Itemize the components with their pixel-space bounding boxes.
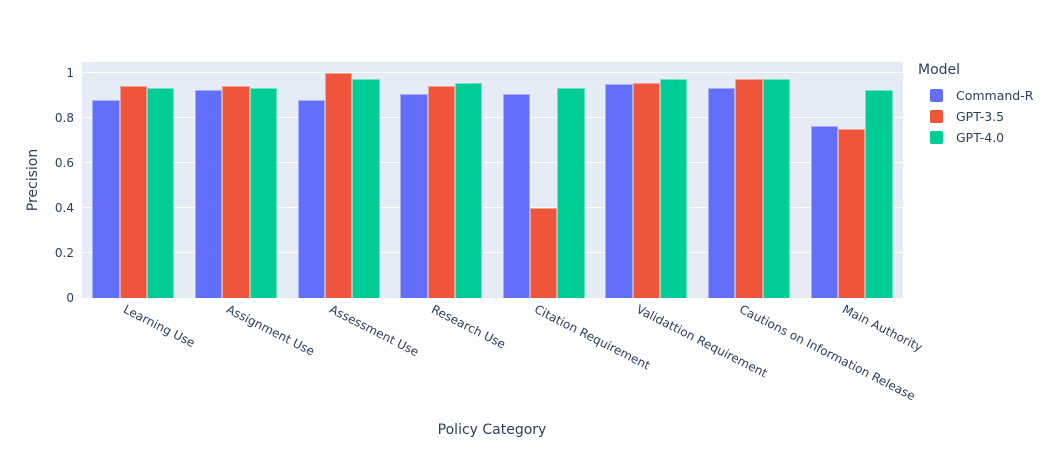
legend: Model Command-R GPT-3.5 GPT-4.0 (918, 62, 1033, 148)
bar-group-1 (82, 62, 185, 298)
bar-command-r[interactable] (297, 99, 325, 298)
x-tick-label: Assignment Use (224, 302, 317, 359)
x-tick-label: Research Use (429, 302, 509, 352)
bar-gpt-3-5[interactable] (222, 86, 250, 298)
gridline (82, 206, 903, 208)
plot-area[interactable] (82, 62, 903, 298)
bar-gpt-3-5[interactable] (530, 207, 558, 298)
bar-gpt-4-0[interactable] (146, 88, 175, 298)
y-tick-label: 1 (66, 65, 74, 80)
bar-gpt-4-0[interactable] (249, 88, 277, 298)
x-axis-title: Policy Category (437, 422, 547, 438)
bars (297, 62, 380, 298)
y-tick-label: 0.4 (54, 200, 74, 215)
legend-swatch-icon (930, 89, 943, 102)
bar-group-2 (185, 62, 288, 298)
legend-label: GPT-3.5 (956, 109, 1005, 124)
bar-gpt-4-0[interactable] (762, 79, 791, 298)
bar-group-5 (493, 62, 596, 298)
bar-gpt-3-5[interactable] (632, 82, 661, 298)
x-tick-label: Learning Use (121, 302, 198, 351)
y-tick-label: 0.6 (54, 155, 74, 170)
bar-command-r[interactable] (92, 99, 120, 298)
bar-group-8 (800, 62, 903, 298)
bar-gpt-3-5[interactable] (427, 86, 455, 298)
legend-label: GPT-4.0 (956, 130, 1005, 145)
bar-command-r[interactable] (194, 89, 223, 298)
bar-group-3 (287, 62, 390, 298)
bar-groups (82, 62, 903, 298)
legend-items: Command-R GPT-3.5 GPT-4.0 (918, 85, 1033, 148)
bars (92, 62, 175, 298)
bars (194, 62, 277, 298)
bar-command-r[interactable] (400, 94, 428, 298)
bar-gpt-3-5[interactable] (735, 79, 763, 298)
legend-title: Model (918, 62, 961, 78)
gridline (82, 71, 903, 73)
bar-command-r[interactable] (605, 83, 633, 298)
y-tick-label: 0.2 (54, 245, 74, 260)
bar-group-4 (390, 62, 493, 298)
y-axis-tick-labels: 0 0.2 0.4 0.6 0.8 1 (0, 62, 78, 304)
legend-swatch-icon (930, 131, 943, 144)
y-tick-label: 0.8 (54, 110, 74, 125)
bar-gpt-4-0[interactable] (865, 89, 893, 298)
bar-command-r[interactable] (810, 125, 838, 298)
bar-gpt-4-0[interactable] (454, 82, 483, 298)
bar-gpt-4-0[interactable] (660, 79, 688, 298)
bar-gpt-3-5[interactable] (838, 128, 866, 298)
bar-group-7 (698, 62, 801, 298)
bar-group-6 (595, 62, 698, 298)
bars (502, 62, 585, 298)
x-tick-label: Assessment Use (326, 302, 421, 360)
bar-gpt-3-5[interactable] (324, 72, 353, 298)
y-tick-label: 0 (66, 291, 74, 305)
bars (708, 62, 791, 298)
bars (400, 62, 483, 298)
legend-swatch-icon (930, 110, 943, 123)
bar-command-r[interactable] (502, 94, 531, 298)
bar-gpt-4-0[interactable] (352, 79, 380, 298)
legend-label: Command-R (956, 88, 1034, 103)
x-tick-label: Main Authority (839, 302, 925, 355)
gridline (82, 251, 903, 253)
gridline (82, 116, 903, 118)
bars (605, 62, 688, 298)
gridline (82, 161, 903, 163)
bar-gpt-3-5[interactable] (119, 86, 147, 298)
bars (810, 62, 893, 298)
bar-command-r[interactable] (708, 88, 736, 298)
legend-item-gpt-4-0[interactable]: GPT-4.0 (918, 127, 1033, 148)
legend-item-gpt-3-5[interactable]: GPT-3.5 (918, 106, 1033, 127)
bar-gpt-4-0[interactable] (557, 88, 585, 298)
legend-item-command-r[interactable]: Command-R (918, 85, 1033, 106)
x-tick-label: Cautions on Information Release (737, 302, 918, 404)
